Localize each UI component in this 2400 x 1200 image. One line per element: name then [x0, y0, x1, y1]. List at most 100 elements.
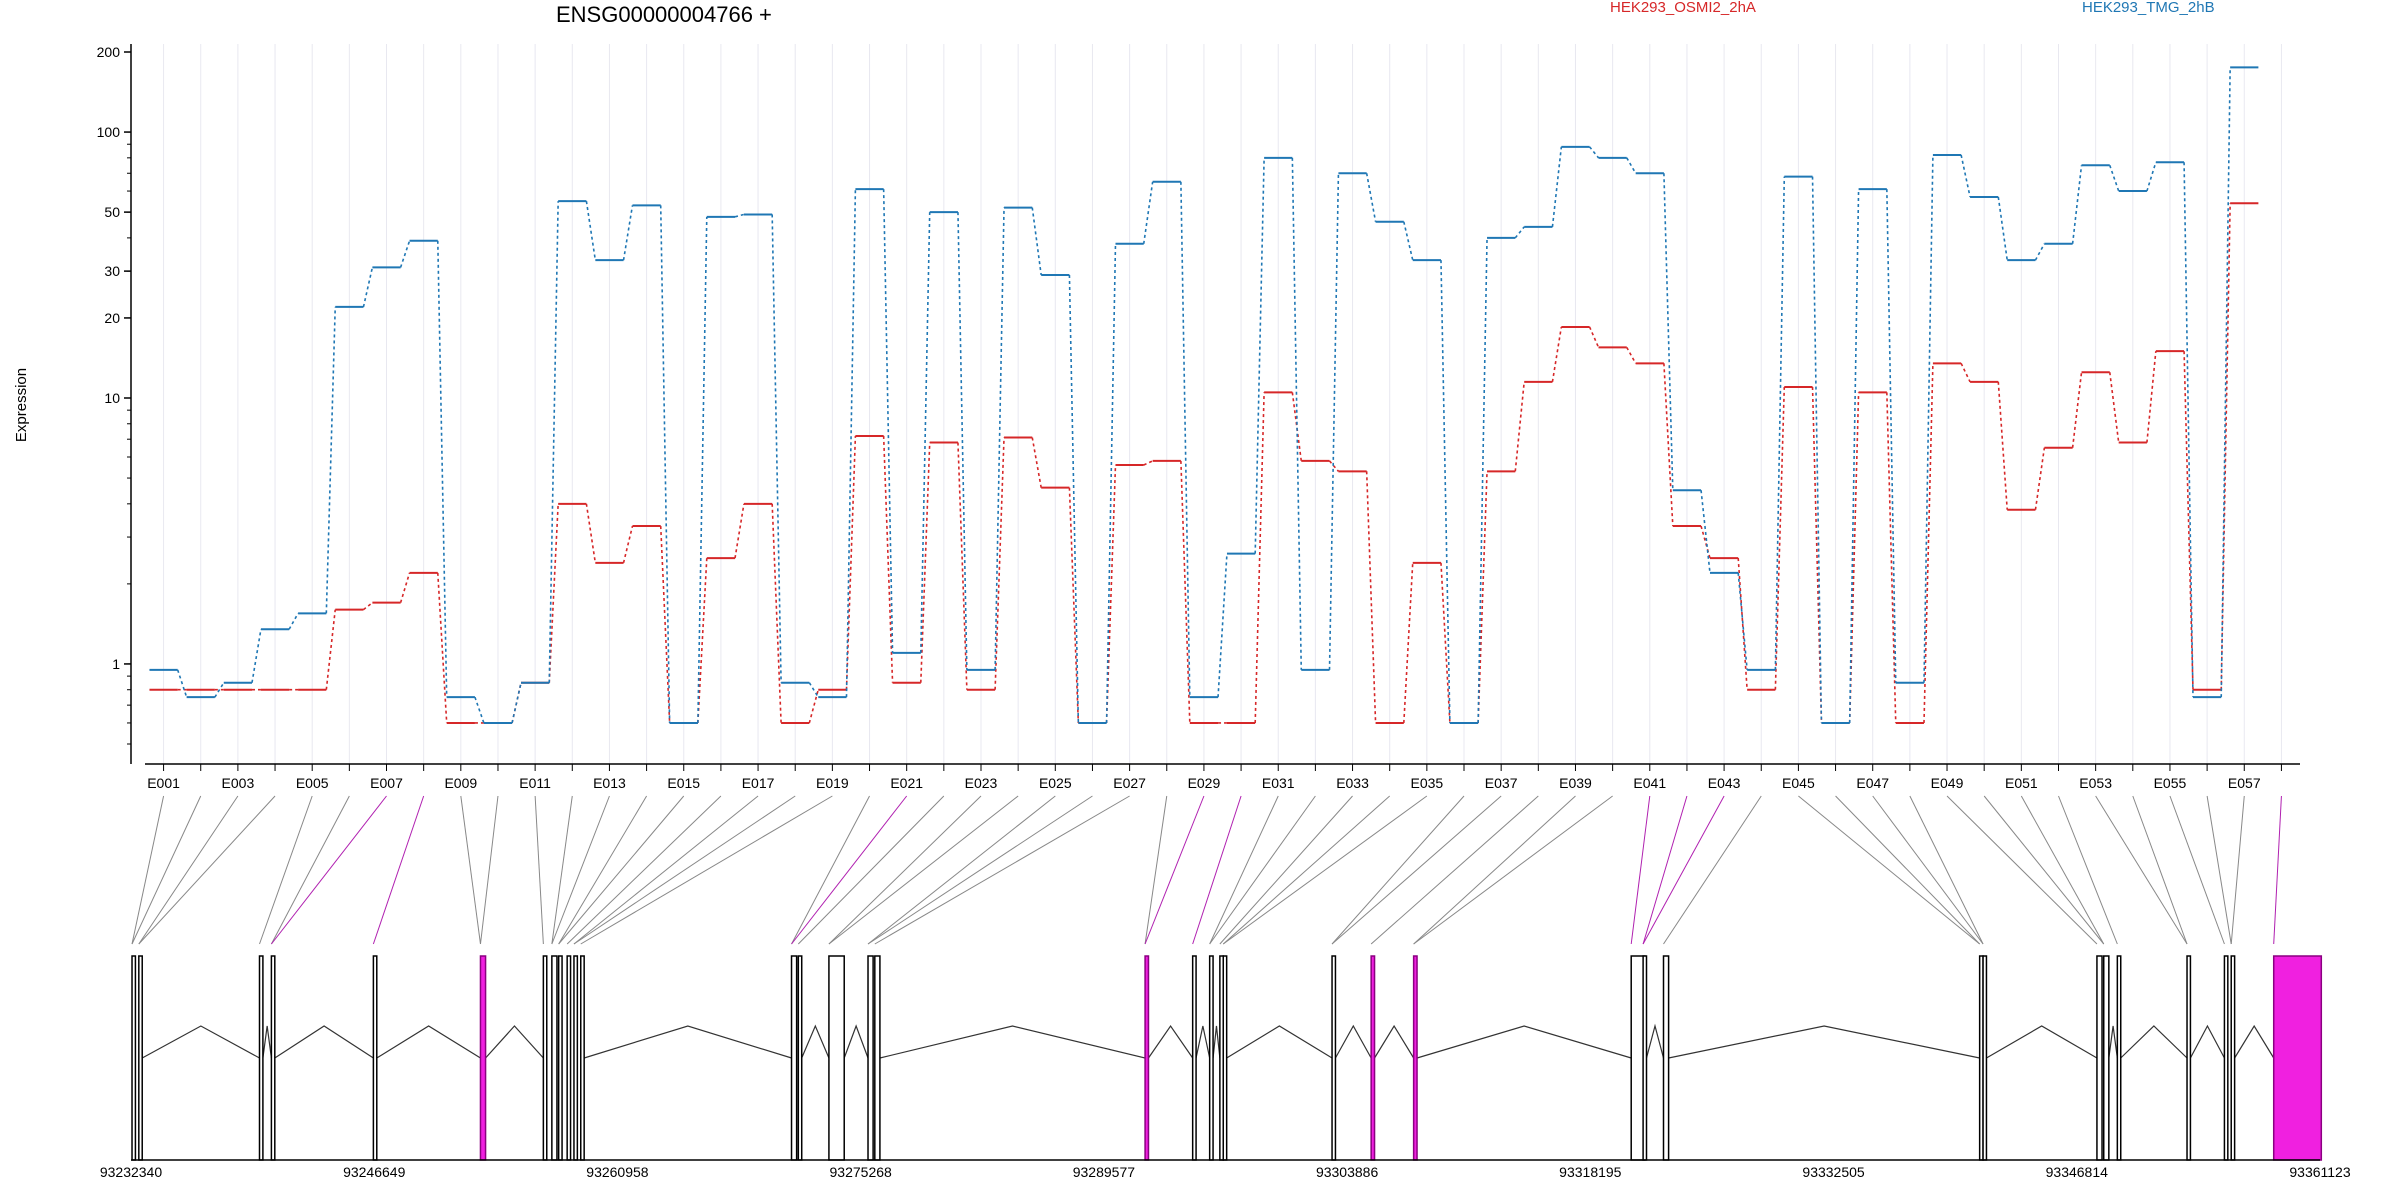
exon-connectors	[131, 795, 2282, 945]
series-connector	[994, 207, 1005, 670]
x-tick-label: E027	[1113, 775, 1146, 791]
x-tick-label: E029	[1188, 775, 1221, 791]
exon-block	[874, 955, 881, 1161]
exon-block	[1982, 955, 1988, 1161]
exon-block	[1191, 955, 1197, 1161]
coordinate-label: 93346814	[2046, 1164, 2109, 1180]
exon-connector	[138, 795, 276, 945]
series-connector	[1848, 189, 1860, 723]
series-connector	[436, 572, 448, 723]
series-connector	[920, 442, 931, 683]
coordinate-label: 93303886	[1316, 1164, 1379, 1180]
series-connector	[1328, 460, 1340, 472]
x-tick-label: E035	[1411, 775, 1444, 791]
series-connector	[399, 572, 411, 603]
series-connector	[1700, 490, 1711, 573]
intron	[141, 1025, 260, 1059]
x-tick-label: E025	[1039, 775, 1072, 791]
intron	[2189, 1024, 2225, 1059]
series-connector	[2034, 243, 2046, 261]
exon-connector	[1835, 795, 1981, 945]
series-connector	[1180, 460, 1191, 723]
series-connector	[957, 212, 968, 670]
exon-connector	[1144, 795, 1168, 945]
series-connector	[845, 189, 857, 698]
exon-block	[557, 955, 563, 1161]
series-connector	[2071, 372, 2083, 448]
series-connector	[697, 558, 708, 723]
x-tick-label: E019	[816, 775, 849, 791]
series-connector	[1217, 553, 1228, 698]
series-connector	[325, 609, 337, 690]
series-connector	[325, 306, 337, 614]
series-connector	[1960, 362, 1971, 383]
series-connector	[288, 612, 299, 630]
intron	[1645, 1023, 1665, 1059]
exon-connector	[1222, 795, 1428, 945]
x-tick-label: E009	[444, 775, 477, 791]
exon-connector	[1219, 795, 1353, 945]
exon-block	[1370, 955, 1376, 1161]
exon-connector	[2132, 795, 2188, 945]
y-tick-label: 20	[104, 310, 120, 326]
series-connector	[1031, 437, 1042, 488]
series-connector	[399, 240, 411, 268]
series-connector	[251, 629, 262, 683]
exon-connector	[2020, 795, 2105, 945]
x-axis: E001 E003 E005 E007 E009 E011 E013 E015 E017 E019…	[145, 763, 2300, 791]
x-tick-label: E021	[890, 775, 923, 791]
exon-connector	[138, 795, 239, 945]
exon-connector	[828, 795, 982, 945]
exon-connector	[1983, 795, 2105, 945]
series-connector	[1886, 189, 1897, 683]
exon-block	[1222, 955, 1228, 1161]
exon-connector	[1872, 795, 1984, 945]
series-connector	[1737, 558, 1748, 690]
exon-block	[2272, 955, 2323, 1161]
x-tick-label: E037	[1485, 775, 1518, 791]
coordinate-label: 93275268	[830, 1164, 893, 1180]
exon-connector	[271, 795, 387, 945]
series-connector	[1960, 154, 1971, 198]
x-tick-label: E047	[1856, 775, 1889, 791]
series-connector	[1254, 157, 1265, 554]
series-connector	[882, 189, 894, 653]
exon-connector	[1331, 795, 1465, 945]
series-connector	[1440, 260, 1451, 723]
series-connector	[1774, 176, 1786, 670]
series-1	[149, 202, 2259, 724]
exon-block	[1208, 955, 1214, 1161]
exon-connector	[791, 795, 908, 945]
series-connector	[659, 205, 671, 723]
y-axis-label: Expression	[13, 368, 30, 442]
exon-block	[1662, 955, 1670, 1161]
exon-block	[258, 955, 264, 1161]
exon-block	[479, 955, 487, 1161]
exon-connector	[1331, 795, 1502, 945]
exon-connector	[1413, 795, 1576, 945]
intron	[1147, 1024, 1194, 1059]
series-connector	[1588, 146, 1600, 159]
series-connector	[1923, 154, 1934, 683]
intron	[2108, 1025, 2118, 1059]
exon-block	[867, 955, 874, 1161]
series-connector	[1551, 146, 1563, 227]
series-connector	[585, 503, 597, 563]
exon-connector	[1642, 795, 1688, 945]
series-connector	[1700, 525, 1711, 559]
exon-connector	[566, 795, 722, 945]
exon-connector	[259, 795, 313, 945]
series-connector	[1514, 226, 1525, 239]
series-connector	[2071, 165, 2083, 244]
gene-model	[131, 955, 2323, 1161]
x-tick-label: E033	[1336, 775, 1369, 791]
series-connector	[1068, 275, 1080, 723]
exon-connector	[1909, 795, 1984, 945]
intron	[262, 1025, 272, 1059]
series-connector	[1143, 460, 1153, 466]
intron	[1416, 1025, 1632, 1059]
series-connector	[1626, 346, 1637, 364]
series-connector	[2146, 351, 2157, 443]
exon-block	[270, 955, 276, 1161]
